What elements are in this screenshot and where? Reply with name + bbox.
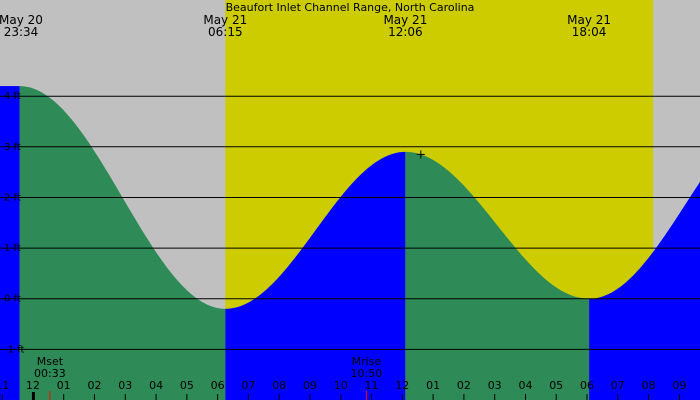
y-tick-label: 0 ft	[4, 294, 21, 305]
event-date-label: May 21	[567, 13, 611, 27]
event-date-label: May 21	[383, 13, 427, 27]
x-tick-label: 09	[303, 379, 317, 392]
x-tick-label: 07	[611, 379, 625, 392]
x-tick-label: 02	[88, 379, 102, 392]
x-tick-label: 04	[149, 379, 163, 392]
x-tick-label: 10	[334, 379, 348, 392]
moon-event-label: Mset	[37, 355, 64, 368]
moon-event-label: Mrise	[352, 355, 382, 368]
event-time-label: 23:34	[4, 25, 39, 39]
y-tick-label: 1 ft	[4, 243, 21, 254]
x-tick-label: 01	[426, 379, 440, 392]
chart-title: Beaufort Inlet Channel Range, North Caro…	[226, 1, 475, 14]
event-date-label: May 21	[203, 13, 247, 27]
event-time-label: 18:04	[572, 25, 607, 39]
x-axis-ticks: 11 12 01 02 03 04 05 06 07 08 09 10 11 12 01 02 03 04 05 06…	[0, 379, 686, 400]
y-tick-label: 3 ft	[4, 142, 21, 153]
moon-event-time: 00:33	[34, 367, 66, 380]
y-tick-label: 2 ft	[4, 193, 21, 204]
x-tick-label: 05	[549, 379, 563, 392]
event-date-label: May 20	[0, 13, 43, 27]
rising-tide-area	[225, 151, 406, 400]
x-tick-label: 03	[118, 379, 132, 392]
x-tick-label: 02	[457, 379, 471, 392]
x-tick-label: 08	[272, 379, 286, 392]
current-position-marker	[416, 150, 425, 159]
event-time-label: 12:06	[388, 25, 423, 39]
midnight-marker	[31, 392, 35, 400]
x-tick-label: 07	[241, 379, 255, 392]
falling-tide-area	[19, 86, 226, 400]
x-tick-label: 06	[211, 379, 225, 392]
y-axis-labels: -1 ft 0 ft 1 ft 2 ft 3 ft 4 ft	[4, 91, 24, 355]
x-tick-label: 08	[642, 379, 656, 392]
x-tick-label: 05	[180, 379, 194, 392]
x-tick-label: 12	[26, 379, 40, 392]
gridlines	[0, 95, 700, 350]
x-tick-label: 03	[488, 379, 502, 392]
moon-event-time: 10:50	[351, 367, 383, 380]
rising-tide-area	[0, 86, 20, 400]
x-tick-label: 09	[672, 379, 686, 392]
x-tick-label: 06	[580, 379, 594, 392]
y-tick-label: -1 ft	[4, 344, 24, 355]
x-tick-label: 11	[365, 379, 379, 392]
x-tick-label: 01	[57, 379, 71, 392]
rising-tide-area	[589, 181, 700, 400]
y-tick-label: 4 ft	[4, 91, 21, 102]
tide-areas	[0, 86, 700, 400]
event-time-label: 06:15	[208, 25, 243, 39]
x-tick-label: 12	[395, 379, 409, 392]
falling-tide-area	[405, 151, 590, 400]
x-tick-label: 11	[0, 379, 9, 392]
x-tick-label: 04	[519, 379, 533, 392]
